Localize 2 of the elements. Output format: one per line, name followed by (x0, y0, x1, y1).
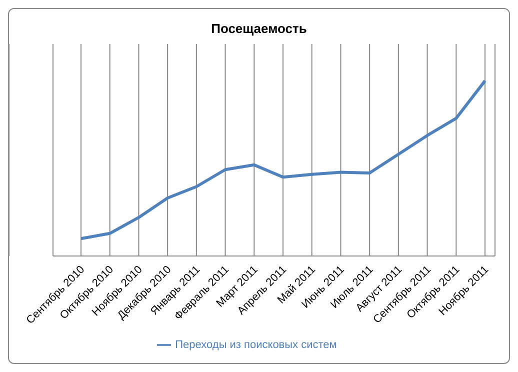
chart-title: Посещаемость (210, 21, 308, 36)
legend-label: Переходы из поисковых систем (175, 338, 337, 351)
